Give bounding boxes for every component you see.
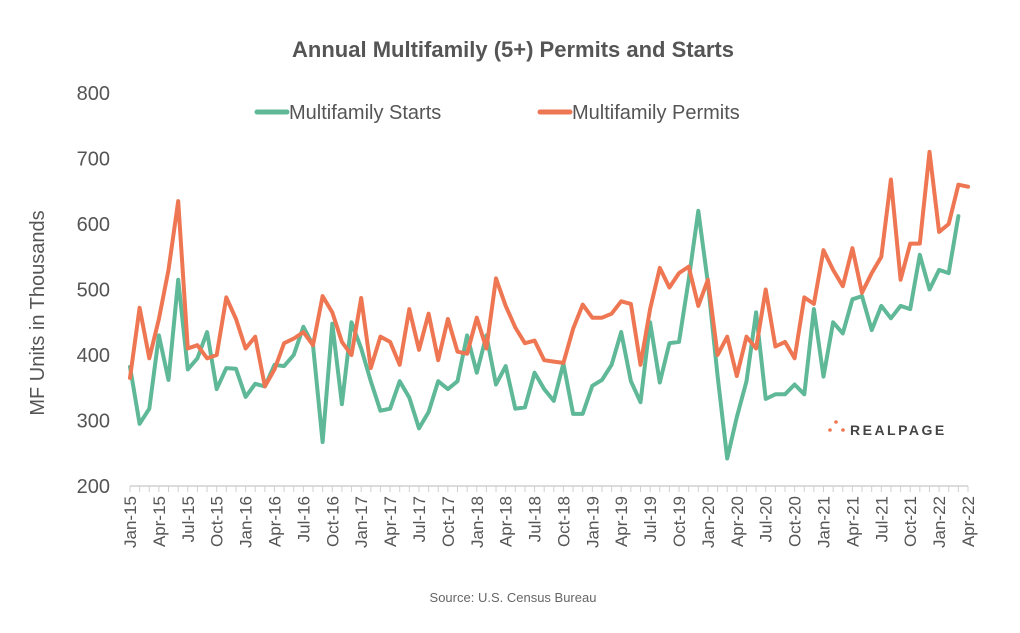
x-tick-label: Jul-15 bbox=[179, 496, 198, 542]
x-tick-label: Jul-17 bbox=[410, 496, 429, 542]
x-tick-label: Oct-15 bbox=[208, 496, 227, 547]
x-tick-label: Apr-19 bbox=[612, 496, 631, 547]
x-tick-label: Apr-16 bbox=[265, 496, 284, 547]
y-axis-ticks: 200 300 400 500 600 700 800 bbox=[77, 83, 110, 498]
logo-dot bbox=[828, 428, 832, 432]
x-tick-label: Apr-15 bbox=[150, 496, 169, 547]
logo-dot bbox=[834, 420, 838, 424]
x-tick-label: Jan-15 bbox=[121, 496, 140, 548]
x-tick-label: Jan-18 bbox=[468, 496, 487, 548]
source-note: Source: U.S. Census Bureau bbox=[430, 590, 597, 605]
legend: Multifamily Starts Multifamily Permits bbox=[254, 102, 740, 124]
x-tick-label: Jan-22 bbox=[930, 496, 949, 548]
y-tick-label: 700 bbox=[77, 149, 110, 171]
x-tick-label: Apr-21 bbox=[843, 496, 862, 547]
legend-label-permits: Multifamily Permits bbox=[572, 102, 740, 124]
y-axis-label: MF Units in Thousands bbox=[27, 210, 49, 415]
series-lines bbox=[128, 149, 970, 461]
x-tick-label: Jul-21 bbox=[872, 496, 891, 542]
x-tick-label: Jul-18 bbox=[526, 496, 545, 542]
y-tick-label: 800 bbox=[77, 83, 110, 105]
y-tick-label: 300 bbox=[77, 411, 110, 433]
x-tick-label: Oct-17 bbox=[439, 496, 458, 547]
realpage-logo: REALPAGE bbox=[828, 420, 947, 438]
y-tick-label: 200 bbox=[77, 476, 110, 498]
x-axis: Jan-15 Apr-15 Jul-15 Oct-15 Jan-16 Apr-16 Jul-… bbox=[121, 485, 978, 548]
y-tick-label: 500 bbox=[77, 280, 110, 302]
x-tick-label: Oct-18 bbox=[554, 496, 573, 547]
x-tick-label: Apr-20 bbox=[728, 496, 747, 547]
x-tick-label: Jul-16 bbox=[294, 496, 313, 542]
series-line-starts bbox=[128, 208, 961, 461]
x-tick-label: Apr-22 bbox=[959, 496, 978, 547]
x-tick-label: Apr-18 bbox=[497, 496, 516, 547]
logo-text: REALPAGE bbox=[850, 422, 947, 438]
chart-title: Annual Multifamily (5+) Permits and Star… bbox=[292, 37, 734, 62]
logo-dot bbox=[841, 428, 845, 432]
x-tick-label: Oct-19 bbox=[670, 496, 689, 547]
x-tick-label: Oct-21 bbox=[901, 496, 920, 547]
x-tick-label: Jan-21 bbox=[815, 496, 834, 548]
series-line-permits bbox=[128, 149, 970, 389]
x-tick-label: Jan-19 bbox=[583, 496, 602, 548]
x-tick-label: Oct-16 bbox=[323, 496, 342, 547]
y-tick-label: 600 bbox=[77, 214, 110, 236]
legend-label-starts: Multifamily Starts bbox=[289, 102, 441, 124]
x-tick-label: Jul-19 bbox=[641, 496, 660, 542]
x-tick-label: Jan-20 bbox=[699, 496, 718, 548]
x-tick-label: Jan-17 bbox=[352, 496, 371, 548]
x-tick-label: Jul-20 bbox=[757, 496, 776, 542]
x-tick-label: Oct-20 bbox=[786, 496, 805, 547]
x-tick-label: Jan-16 bbox=[237, 496, 256, 548]
x-tick-label: Apr-17 bbox=[381, 496, 400, 547]
y-tick-label: 400 bbox=[77, 345, 110, 367]
